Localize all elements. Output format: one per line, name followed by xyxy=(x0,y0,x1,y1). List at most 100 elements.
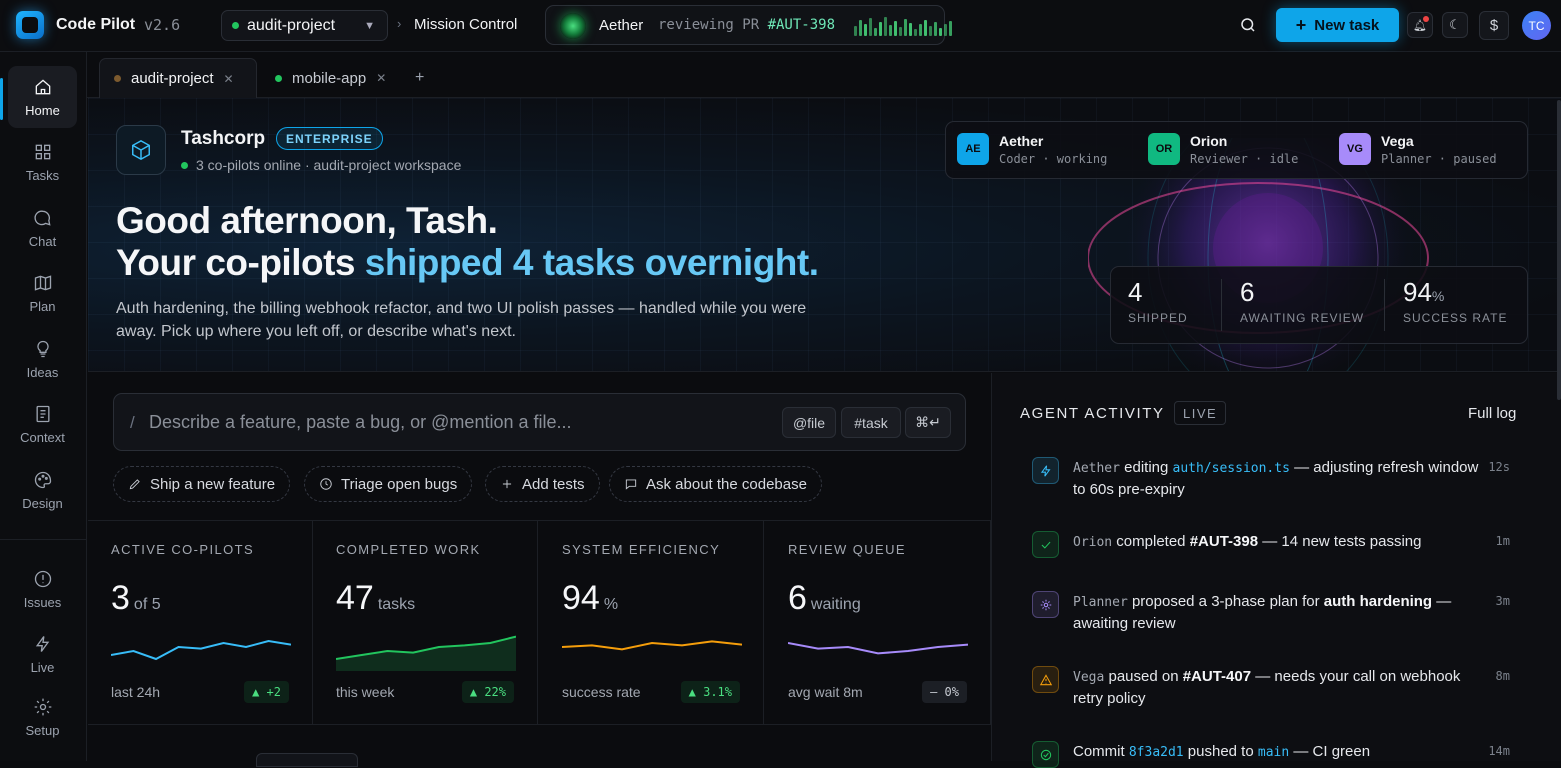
headline-line2: Your co-pilots shipped 4 tasks overnight… xyxy=(116,242,819,283)
agent-status-pill[interactable]: Aether reviewing PR #AUT-398 xyxy=(545,5,952,45)
mention-task-chip[interactable]: #task xyxy=(841,407,901,438)
stat-value: 6 xyxy=(1240,277,1255,307)
stat-awaiting-review: 6 AWAITING REVIEW xyxy=(1240,277,1364,325)
mention-file-chip[interactable]: @file xyxy=(782,407,836,438)
sidebar-item-label: Live xyxy=(30,659,55,675)
sidebar-item-label: Tasks xyxy=(25,167,60,183)
metric-delta: ▲ 22% xyxy=(461,681,514,703)
sparkline xyxy=(788,642,968,655)
close-icon[interactable]: ✕ xyxy=(223,71,234,86)
sidebar-item-label: Setup xyxy=(25,722,60,738)
home-icon xyxy=(35,78,50,94)
section-tab[interactable] xyxy=(256,753,358,767)
sidebar-item-home[interactable]: Home xyxy=(8,66,77,128)
activity-text: Commit 8f3a2d1 pushed to main — CI green xyxy=(1073,743,1371,760)
copilot-aether[interactable]: AE Aether Coder · working xyxy=(957,133,1107,166)
copilot-vega[interactable]: VG Vega Planner · paused xyxy=(1339,133,1497,166)
sidebar-item-issues[interactable]: Issues xyxy=(8,558,77,620)
tab-dot xyxy=(114,75,121,82)
greeting: Good afternoon, Tash. xyxy=(116,200,498,241)
copilot-name: Orion xyxy=(1190,133,1228,149)
theme-toggle-button[interactable]: ☾ xyxy=(1442,12,1468,38)
copilot-name: Aether xyxy=(999,133,1044,149)
meter-bar xyxy=(944,24,947,36)
stat-label: AWAITING REVIEW xyxy=(1240,311,1365,325)
slash-icon: / xyxy=(130,413,135,432)
sidebar-item-context[interactable]: Context xyxy=(8,393,77,455)
activity-text: Vega paused on #AUT-407 — needs your cal… xyxy=(1073,668,1461,707)
metric-review-queue[interactable]: REVIEW QUEUE 6 waiting avg wait 8m — 0% xyxy=(765,521,991,724)
moon-icon: ☾ xyxy=(1449,17,1461,32)
breadcrumb[interactable]: Mission Control xyxy=(414,16,518,33)
sidebar-item-ideas[interactable]: Ideas xyxy=(8,328,77,390)
notification-button[interactable]: 🔔︎ xyxy=(1407,12,1433,38)
stat-success-rate: 94% SUCCESS RATE xyxy=(1403,277,1507,325)
project-selector[interactable]: audit-project ▼ xyxy=(221,10,388,41)
scrollbar[interactable] xyxy=(1557,100,1561,400)
quick-ship-feature[interactable]: Ship a new feature xyxy=(113,466,291,502)
sidebar-item-chat[interactable]: Chat xyxy=(8,197,77,259)
tab-label: mobile-app xyxy=(292,69,367,87)
sidebar-item-live[interactable]: Live xyxy=(8,623,77,685)
agent-orb xyxy=(560,13,586,39)
search-icon[interactable] xyxy=(1239,16,1257,39)
plus-icon xyxy=(502,479,512,489)
task-composer: / @file #task ⌘↵ xyxy=(113,393,966,451)
hero-stats-panel: 4 SHIPPED 6 AWAITING REVIEW 94% SUCCESS … xyxy=(1110,266,1528,344)
add-tab-button[interactable]: + xyxy=(401,58,438,98)
metric-title: SYSTEM EFFICIENCY xyxy=(562,542,721,557)
activity-meter xyxy=(854,16,952,36)
metric-active-copilots[interactable]: ACTIVE CO-PILOTS 3 of 5 last 24h ▲ +2 xyxy=(88,521,313,724)
copilot-role: Planner · paused xyxy=(1381,152,1497,166)
copilot-avatar: AE xyxy=(957,133,989,165)
sparkline-line xyxy=(111,639,291,661)
meter-bar xyxy=(859,20,862,36)
quick-add-tests[interactable]: Add tests xyxy=(485,466,600,502)
close-icon[interactable]: ✕ xyxy=(376,71,387,85)
sidebar-item-label: Context xyxy=(20,429,65,445)
sidebar-item-design[interactable]: Design xyxy=(8,459,77,521)
submit-shortcut-chip[interactable]: ⌘↵ xyxy=(905,407,951,438)
hero-section: Tashcorp ENTERPRISE 3 co-pilots online ·… xyxy=(88,98,1561,372)
metric-completed-work[interactable]: COMPLETED WORK 47 tasks this week ▲ 22% xyxy=(313,521,538,724)
sidebar-item-plan[interactable]: Plan xyxy=(8,262,77,324)
metric-footnote: last 24h xyxy=(111,684,161,700)
sidebar-item-tasks[interactable]: Tasks xyxy=(8,131,77,193)
notification-dot xyxy=(1423,16,1429,22)
sidebar-item-setup[interactable]: Setup xyxy=(8,686,77,748)
quick-ask-codebase[interactable]: Ask about the codebase xyxy=(609,466,822,502)
sidebar-item-label: Issues xyxy=(23,594,62,610)
copilot-orion[interactable]: OR Orion Reviewer · idle xyxy=(1148,133,1298,166)
tab-audit-project[interactable]: audit-project ✕ xyxy=(99,58,257,98)
meter-bar xyxy=(869,18,872,36)
alert-circle-icon xyxy=(34,570,51,587)
avatar[interactable]: TC xyxy=(1522,11,1551,40)
activity-text: Orion completed #AUT-398 — 14 new tests … xyxy=(1073,533,1422,550)
plus-icon: + xyxy=(415,69,425,86)
tab-mobile-app[interactable]: mobile-app ✕ xyxy=(261,58,411,98)
composer-input[interactable] xyxy=(149,406,769,438)
quick-triage-bugs[interactable]: Triage open bugs xyxy=(304,466,473,502)
cube-icon xyxy=(132,139,150,161)
metric-system-efficiency[interactable]: SYSTEM EFFICIENCY 94% success rate ▲ 3.1% xyxy=(539,521,764,724)
hero-headline: Good afternoon, Tash. Your co-pilots shi… xyxy=(116,200,819,284)
org-name: Tashcorp xyxy=(181,128,266,149)
live-badge: LIVE xyxy=(1174,401,1227,425)
meter-bar xyxy=(904,19,907,36)
meter-bar xyxy=(874,28,877,36)
quick-action-label: Ship a new feature xyxy=(150,475,276,493)
stat-value: 94% xyxy=(1403,277,1445,307)
sidebar-item-label: Ideas xyxy=(26,364,59,380)
metric-title: REVIEW QUEUE xyxy=(788,542,906,557)
project-name: audit-project xyxy=(247,16,336,34)
plus-icon: + xyxy=(1295,15,1307,35)
full-log-link[interactable]: Full log xyxy=(1468,405,1517,422)
billing-button[interactable]: $ xyxy=(1479,11,1509,40)
agent-name: Aether xyxy=(599,17,644,34)
chat-icon xyxy=(33,210,51,226)
quick-action-label: Triage open bugs xyxy=(341,475,458,493)
activity-time: 3m xyxy=(1495,594,1510,608)
meter-bar xyxy=(949,21,952,36)
new-task-button[interactable]: + New task xyxy=(1276,8,1399,42)
meter-bar xyxy=(854,26,857,36)
